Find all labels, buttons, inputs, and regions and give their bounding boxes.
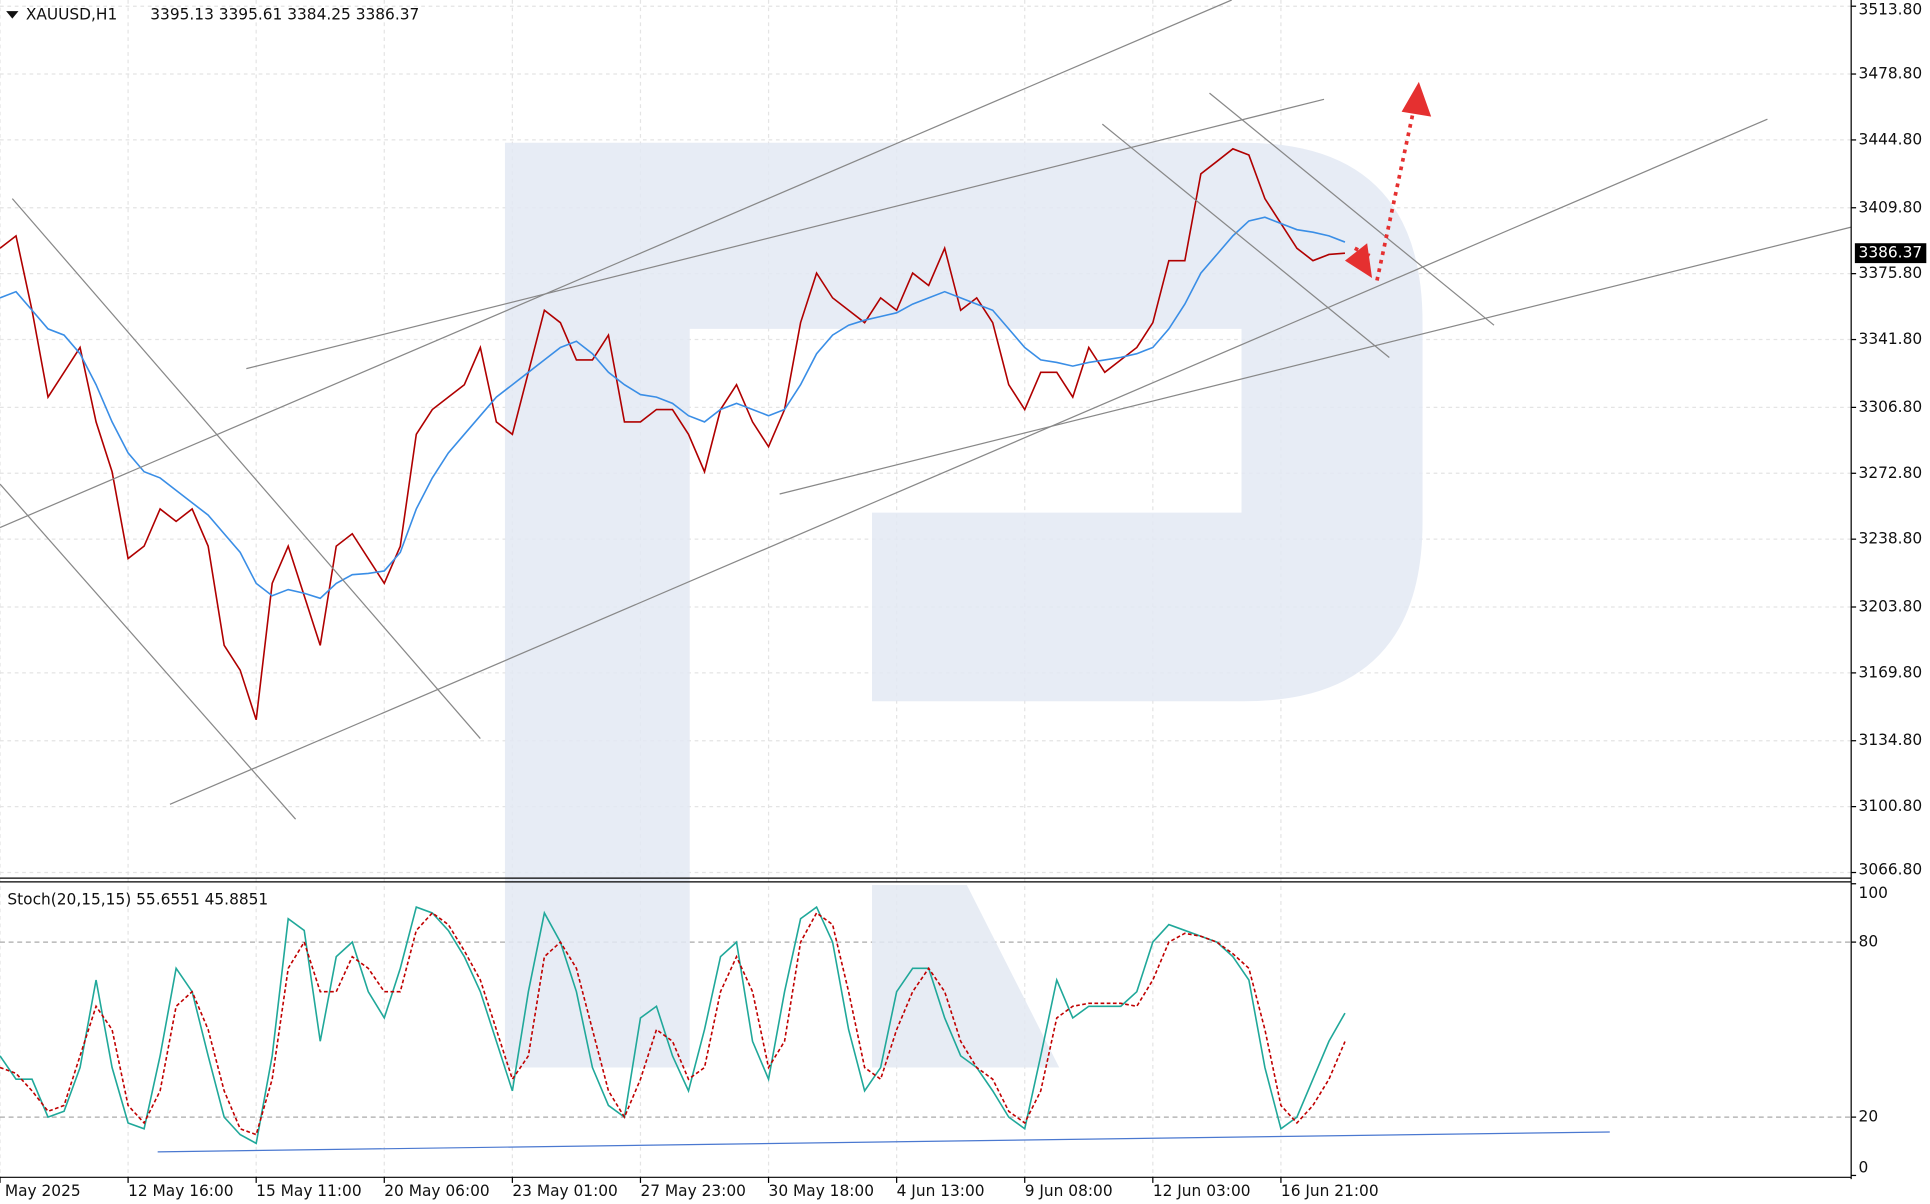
y-tick-label: 3375.80: [1859, 264, 1923, 282]
y-tick-label: 3203.80: [1859, 597, 1923, 615]
trendline: [169, 118, 1768, 805]
watermark-leg: [872, 885, 1060, 1068]
stoch-title: Stoch(20,15,15) 55.6551 45.8851: [7, 890, 268, 908]
x-tick-label: 12 May 16:00: [128, 1182, 233, 1200]
x-tick-label: 23 May 01:00: [512, 1182, 617, 1200]
symbol-menu-icon: [6, 11, 19, 19]
x-tick-label: 27 May 23:00: [640, 1182, 745, 1200]
y-tick-label: 0: [1859, 1158, 1869, 1176]
trendlines: [0, 0, 1852, 1153]
y-tick-label: 3100.80: [1859, 797, 1923, 815]
trendline: [1101, 123, 1390, 358]
y-tick-label: 20: [1859, 1108, 1879, 1126]
trendline: [0, 483, 297, 820]
trendline: [1209, 92, 1495, 326]
plot: [0, 147, 1346, 1145]
stoch-trendline: [157, 1131, 1610, 1153]
y-tick-label: 3478.80: [1859, 64, 1923, 82]
x-tick-label: 15 May 11:00: [256, 1182, 361, 1200]
series-line: [0, 216, 1346, 600]
pullback-arrowhead: [1344, 243, 1373, 279]
ohlc-values: 3395.13 3395.61 3384.25 3386.37: [150, 5, 419, 23]
forecast-arrows: [1344, 81, 1432, 281]
x-tick-label: 7 May 2025: [0, 1182, 81, 1200]
x-tick-label: 16 Jun 21:00: [1281, 1182, 1379, 1200]
trendline: [0, 0, 1232, 529]
watermark: [504, 142, 1423, 1068]
y-tick-label: 3513.80: [1859, 0, 1923, 18]
series-line: [0, 911, 1346, 1136]
trendline: [246, 98, 1325, 370]
last-price-box: [1854, 243, 1927, 264]
forecast-arrowhead: [1401, 81, 1432, 117]
y-tick-label: 3066.80: [1859, 861, 1923, 879]
watermark-logo: [504, 142, 1423, 1068]
x-tick-label: 9 Jun 08:00: [1025, 1182, 1113, 1200]
x-tick-label: 12 Jun 03:00: [1153, 1182, 1251, 1200]
x-tick-label: 20 May 06:00: [384, 1182, 489, 1200]
x-tick-label: 4 Jun 13:00: [897, 1182, 985, 1200]
y-tick-label: 3306.80: [1859, 398, 1923, 416]
y-tick-label: 3272.80: [1859, 464, 1923, 482]
x-tick-label: 30 May 18:00: [769, 1182, 874, 1200]
y-tick-label: 100: [1859, 884, 1888, 902]
series-line: [0, 905, 1346, 1145]
y-tick-label: 3134.80: [1859, 731, 1923, 749]
trendline: [11, 198, 481, 739]
y-tick-label: 3169.80: [1859, 663, 1923, 681]
y-tick-label: 80: [1859, 933, 1879, 951]
y-tick-label: 3409.80: [1859, 198, 1923, 216]
y-tick-label: 3238.80: [1859, 530, 1923, 548]
y-tick-label: 3444.80: [1859, 130, 1923, 148]
symbol-title: XAUUSD,H1: [26, 5, 117, 23]
last-price-label: 3386.37: [1859, 244, 1923, 262]
y-tick-label: 3341.80: [1859, 330, 1923, 348]
trendline: [779, 226, 1852, 495]
forecast-line: [1375, 113, 1415, 281]
series-line: [0, 147, 1346, 721]
